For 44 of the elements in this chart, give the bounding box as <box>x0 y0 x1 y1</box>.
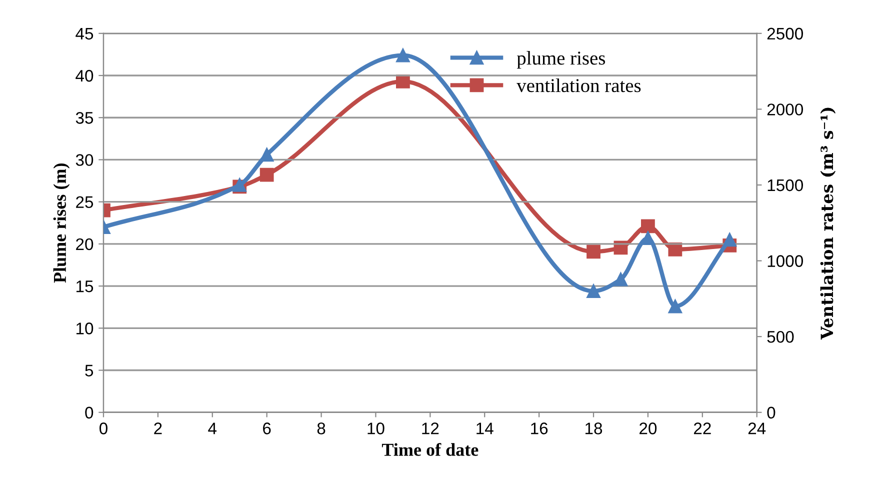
y2-tick-label: 2000 <box>767 104 803 116</box>
y2-tick-label: 0 <box>767 406 776 419</box>
y-tick-label: 20 <box>76 238 94 250</box>
x-tick-label: 2 <box>154 422 162 434</box>
legend-label: plume rises <box>516 51 606 69</box>
x-tick-label: 22 <box>694 422 711 434</box>
x-tick-label: 18 <box>586 422 602 434</box>
x-tick-label: 20 <box>640 422 657 434</box>
y-tick-label: 40 <box>76 70 94 82</box>
point <box>586 244 600 259</box>
point <box>641 219 655 234</box>
x-tick-label: 12 <box>422 422 439 434</box>
y2-tick-label: 1000 <box>768 255 803 267</box>
legend-label: ventilation rates <box>516 78 641 92</box>
x-tick-label: 10 <box>368 422 384 434</box>
point <box>260 168 274 182</box>
y-tick-label: 10 <box>76 322 94 334</box>
point <box>396 48 410 62</box>
point <box>260 148 274 162</box>
point <box>614 272 628 286</box>
point <box>586 284 600 298</box>
x-tick-label: 4 <box>208 422 217 434</box>
x-tick-label: 8 <box>317 422 326 434</box>
y-tick-label: 30 <box>76 154 94 166</box>
point <box>722 232 737 247</box>
y2-axis-title: Ventilation rates (m³ s⁻¹) <box>820 108 836 340</box>
x-tick-label: 24 <box>748 422 766 434</box>
y-tick-label: 35 <box>76 112 94 124</box>
y2-tick-label: 500 <box>767 330 794 343</box>
y2-tick-label: 2500 <box>767 28 803 40</box>
y-tick-label: 45 <box>76 28 94 40</box>
y-tick-label: 0 <box>85 406 94 419</box>
point <box>641 231 655 245</box>
y2-tick-label: 1500 <box>768 179 803 192</box>
y-tick-label: 5 <box>85 364 94 376</box>
x-axis-title: Time of date <box>382 443 478 456</box>
x-tick-label: 0 <box>100 422 108 434</box>
y-axis-title: Plume rises (m) <box>53 164 70 283</box>
y-tick-label: 15 <box>76 280 94 292</box>
point <box>668 299 682 314</box>
x-tick-label: 6 <box>263 422 271 434</box>
x-tick-label: 16 <box>531 422 548 434</box>
y-tick-label: 25 <box>76 196 94 208</box>
x-tick-label: 14 <box>476 422 494 434</box>
